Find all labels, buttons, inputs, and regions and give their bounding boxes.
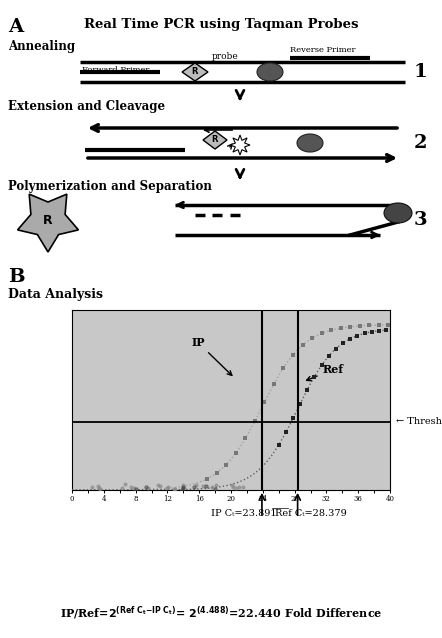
Point xyxy=(332,343,339,353)
Point xyxy=(311,371,318,382)
Point xyxy=(204,473,211,484)
Point xyxy=(170,484,177,494)
Point xyxy=(130,483,137,493)
Point xyxy=(271,379,278,389)
Text: R: R xyxy=(212,135,218,144)
Point xyxy=(127,482,134,492)
Point xyxy=(368,327,375,337)
Point xyxy=(382,325,389,335)
Point xyxy=(96,482,103,493)
Text: IP: IP xyxy=(191,337,232,375)
Point xyxy=(240,482,247,492)
Point xyxy=(297,399,304,409)
Polygon shape xyxy=(230,135,250,155)
Point xyxy=(361,329,368,339)
Point xyxy=(318,360,325,371)
Polygon shape xyxy=(203,131,227,149)
Point xyxy=(164,482,171,493)
Point xyxy=(132,484,139,494)
Ellipse shape xyxy=(297,134,323,152)
Text: 1: 1 xyxy=(413,63,427,81)
Point xyxy=(347,322,354,332)
Point xyxy=(142,482,149,493)
Text: Real Time PCR using Taqman Probes: Real Time PCR using Taqman Probes xyxy=(84,18,358,31)
Point xyxy=(390,324,397,334)
Point xyxy=(318,329,325,339)
Point xyxy=(223,459,230,470)
Point xyxy=(290,350,297,360)
Point xyxy=(211,484,218,494)
Point xyxy=(347,334,354,344)
Point xyxy=(212,480,219,490)
Point xyxy=(88,482,95,492)
Text: Ref Cₜ=28.379: Ref Cₜ=28.379 xyxy=(275,509,347,518)
Text: B: B xyxy=(8,268,25,286)
Point xyxy=(154,480,161,491)
Text: probe: probe xyxy=(212,52,239,61)
Text: Ref: Ref xyxy=(307,364,343,381)
Text: R: R xyxy=(192,68,198,77)
Point xyxy=(304,385,311,395)
Point xyxy=(156,481,164,491)
Point xyxy=(164,482,171,492)
Point xyxy=(121,479,128,489)
Point xyxy=(199,480,206,491)
Ellipse shape xyxy=(257,63,283,81)
Text: IP/Ref=$\bf{2^{(Ref\ C_t{-}IP\ C_t)}}$= $\bf{2^{(4.488)}}$=22.440 Fold Differenc: IP/Ref=$\bf{2^{(Ref\ C_t{-}IP\ C_t)}}$= … xyxy=(60,604,382,622)
Point xyxy=(275,440,282,450)
Text: 3: 3 xyxy=(413,211,427,229)
Text: A: A xyxy=(8,18,23,36)
Point xyxy=(251,416,259,426)
Point xyxy=(375,325,382,336)
Point xyxy=(203,480,210,491)
Point xyxy=(179,482,186,493)
Point xyxy=(118,483,126,493)
Point xyxy=(180,480,187,491)
Point xyxy=(337,323,344,333)
Text: R: R xyxy=(43,214,53,226)
Point xyxy=(325,351,332,361)
Point xyxy=(232,448,239,458)
Point xyxy=(280,363,287,373)
Point xyxy=(261,397,268,408)
Text: Reverse Primer: Reverse Primer xyxy=(290,46,355,54)
Point xyxy=(328,325,335,336)
Point xyxy=(229,482,236,493)
Point xyxy=(145,483,152,493)
Text: 2: 2 xyxy=(413,134,427,152)
Point xyxy=(366,320,373,330)
Point xyxy=(178,485,185,495)
Point xyxy=(236,482,243,493)
Polygon shape xyxy=(182,63,208,81)
Point xyxy=(192,480,199,490)
Point xyxy=(309,333,316,343)
Point xyxy=(208,482,215,492)
Point xyxy=(171,484,179,494)
Point xyxy=(356,321,363,331)
Text: IP Cₜ=23.891: IP Cₜ=23.891 xyxy=(211,509,277,518)
Text: Extension and Cleavage: Extension and Cleavage xyxy=(8,100,165,113)
Text: ← Threshold: ← Threshold xyxy=(396,417,442,426)
Text: Polymerization and Separation: Polymerization and Separation xyxy=(8,180,212,193)
Point xyxy=(232,482,240,493)
Point xyxy=(229,480,236,491)
Point xyxy=(179,482,187,492)
Point xyxy=(375,320,382,330)
Ellipse shape xyxy=(384,203,412,223)
Text: Annealing: Annealing xyxy=(8,40,75,53)
Point xyxy=(95,481,102,491)
Point xyxy=(339,338,347,348)
Point xyxy=(213,468,220,478)
Text: Forward Primer: Forward Primer xyxy=(82,66,149,74)
Point xyxy=(242,433,249,443)
Point xyxy=(385,320,392,330)
Point xyxy=(290,413,297,424)
Point xyxy=(190,482,197,492)
Polygon shape xyxy=(18,194,78,252)
Point xyxy=(354,330,361,341)
Point xyxy=(96,484,103,494)
Point xyxy=(299,340,306,350)
Text: Data Analysis: Data Analysis xyxy=(8,288,103,301)
Point xyxy=(282,427,290,438)
